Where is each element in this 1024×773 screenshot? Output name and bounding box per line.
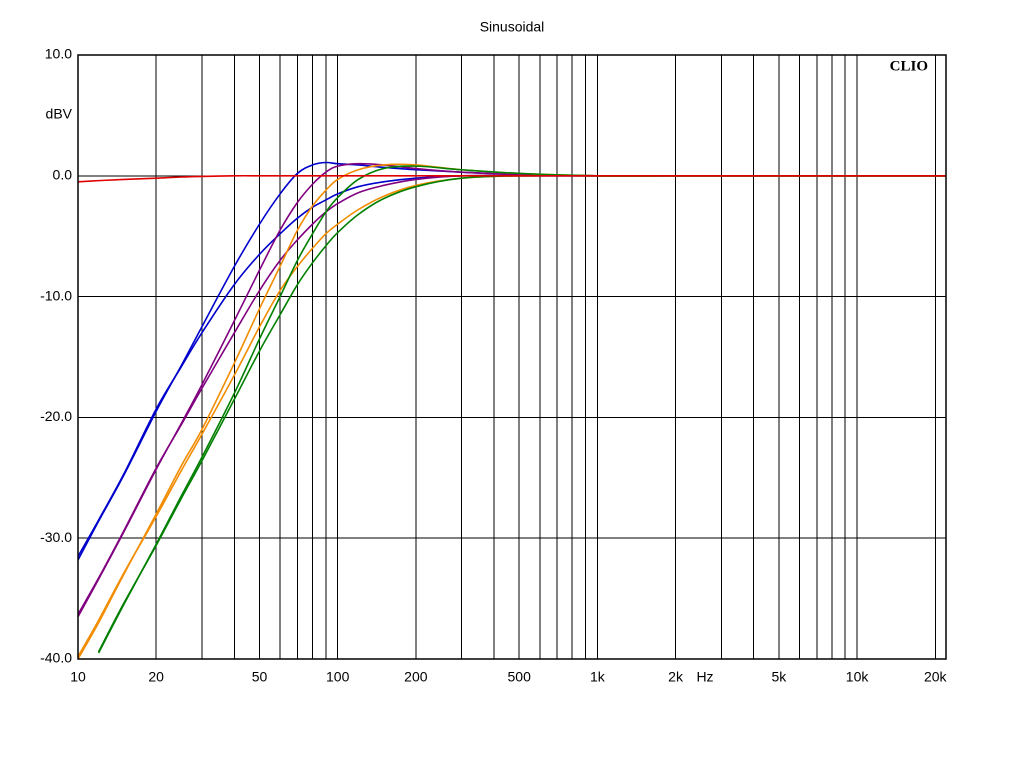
x-tick-label: 10 xyxy=(70,669,86,685)
response-curve xyxy=(78,174,946,183)
x-tick-label: 20 xyxy=(148,669,164,685)
plot-frame xyxy=(77,54,947,660)
y-tick-label: 10.0 xyxy=(45,46,72,62)
x-tick-label: 5k xyxy=(772,669,788,685)
y-tick-label: 0.0 xyxy=(53,167,73,183)
x-tick-label: 50 xyxy=(252,669,268,685)
y-tick-label: -30.0 xyxy=(40,529,72,545)
x-tick-label: 100 xyxy=(326,669,350,685)
x-tick-label: 2k xyxy=(668,669,684,685)
x-axis-label: Hz xyxy=(696,669,713,685)
y-tick-label: -10.0 xyxy=(40,287,72,303)
x-tick-label: 1k xyxy=(590,669,606,685)
y-tick-label: -20.0 xyxy=(40,408,72,424)
y-tick-label: -40.0 xyxy=(40,650,72,666)
chart-title: Sinusoidal xyxy=(480,19,545,35)
x-tick-label: 10k xyxy=(846,669,870,685)
y-axis-label: dBV xyxy=(46,106,73,122)
x-tick-label: 200 xyxy=(404,669,428,685)
x-tick-label: 20k xyxy=(924,669,948,685)
x-tick-label: 500 xyxy=(508,669,532,685)
watermark: CLIO xyxy=(890,58,928,74)
curves xyxy=(78,161,946,659)
